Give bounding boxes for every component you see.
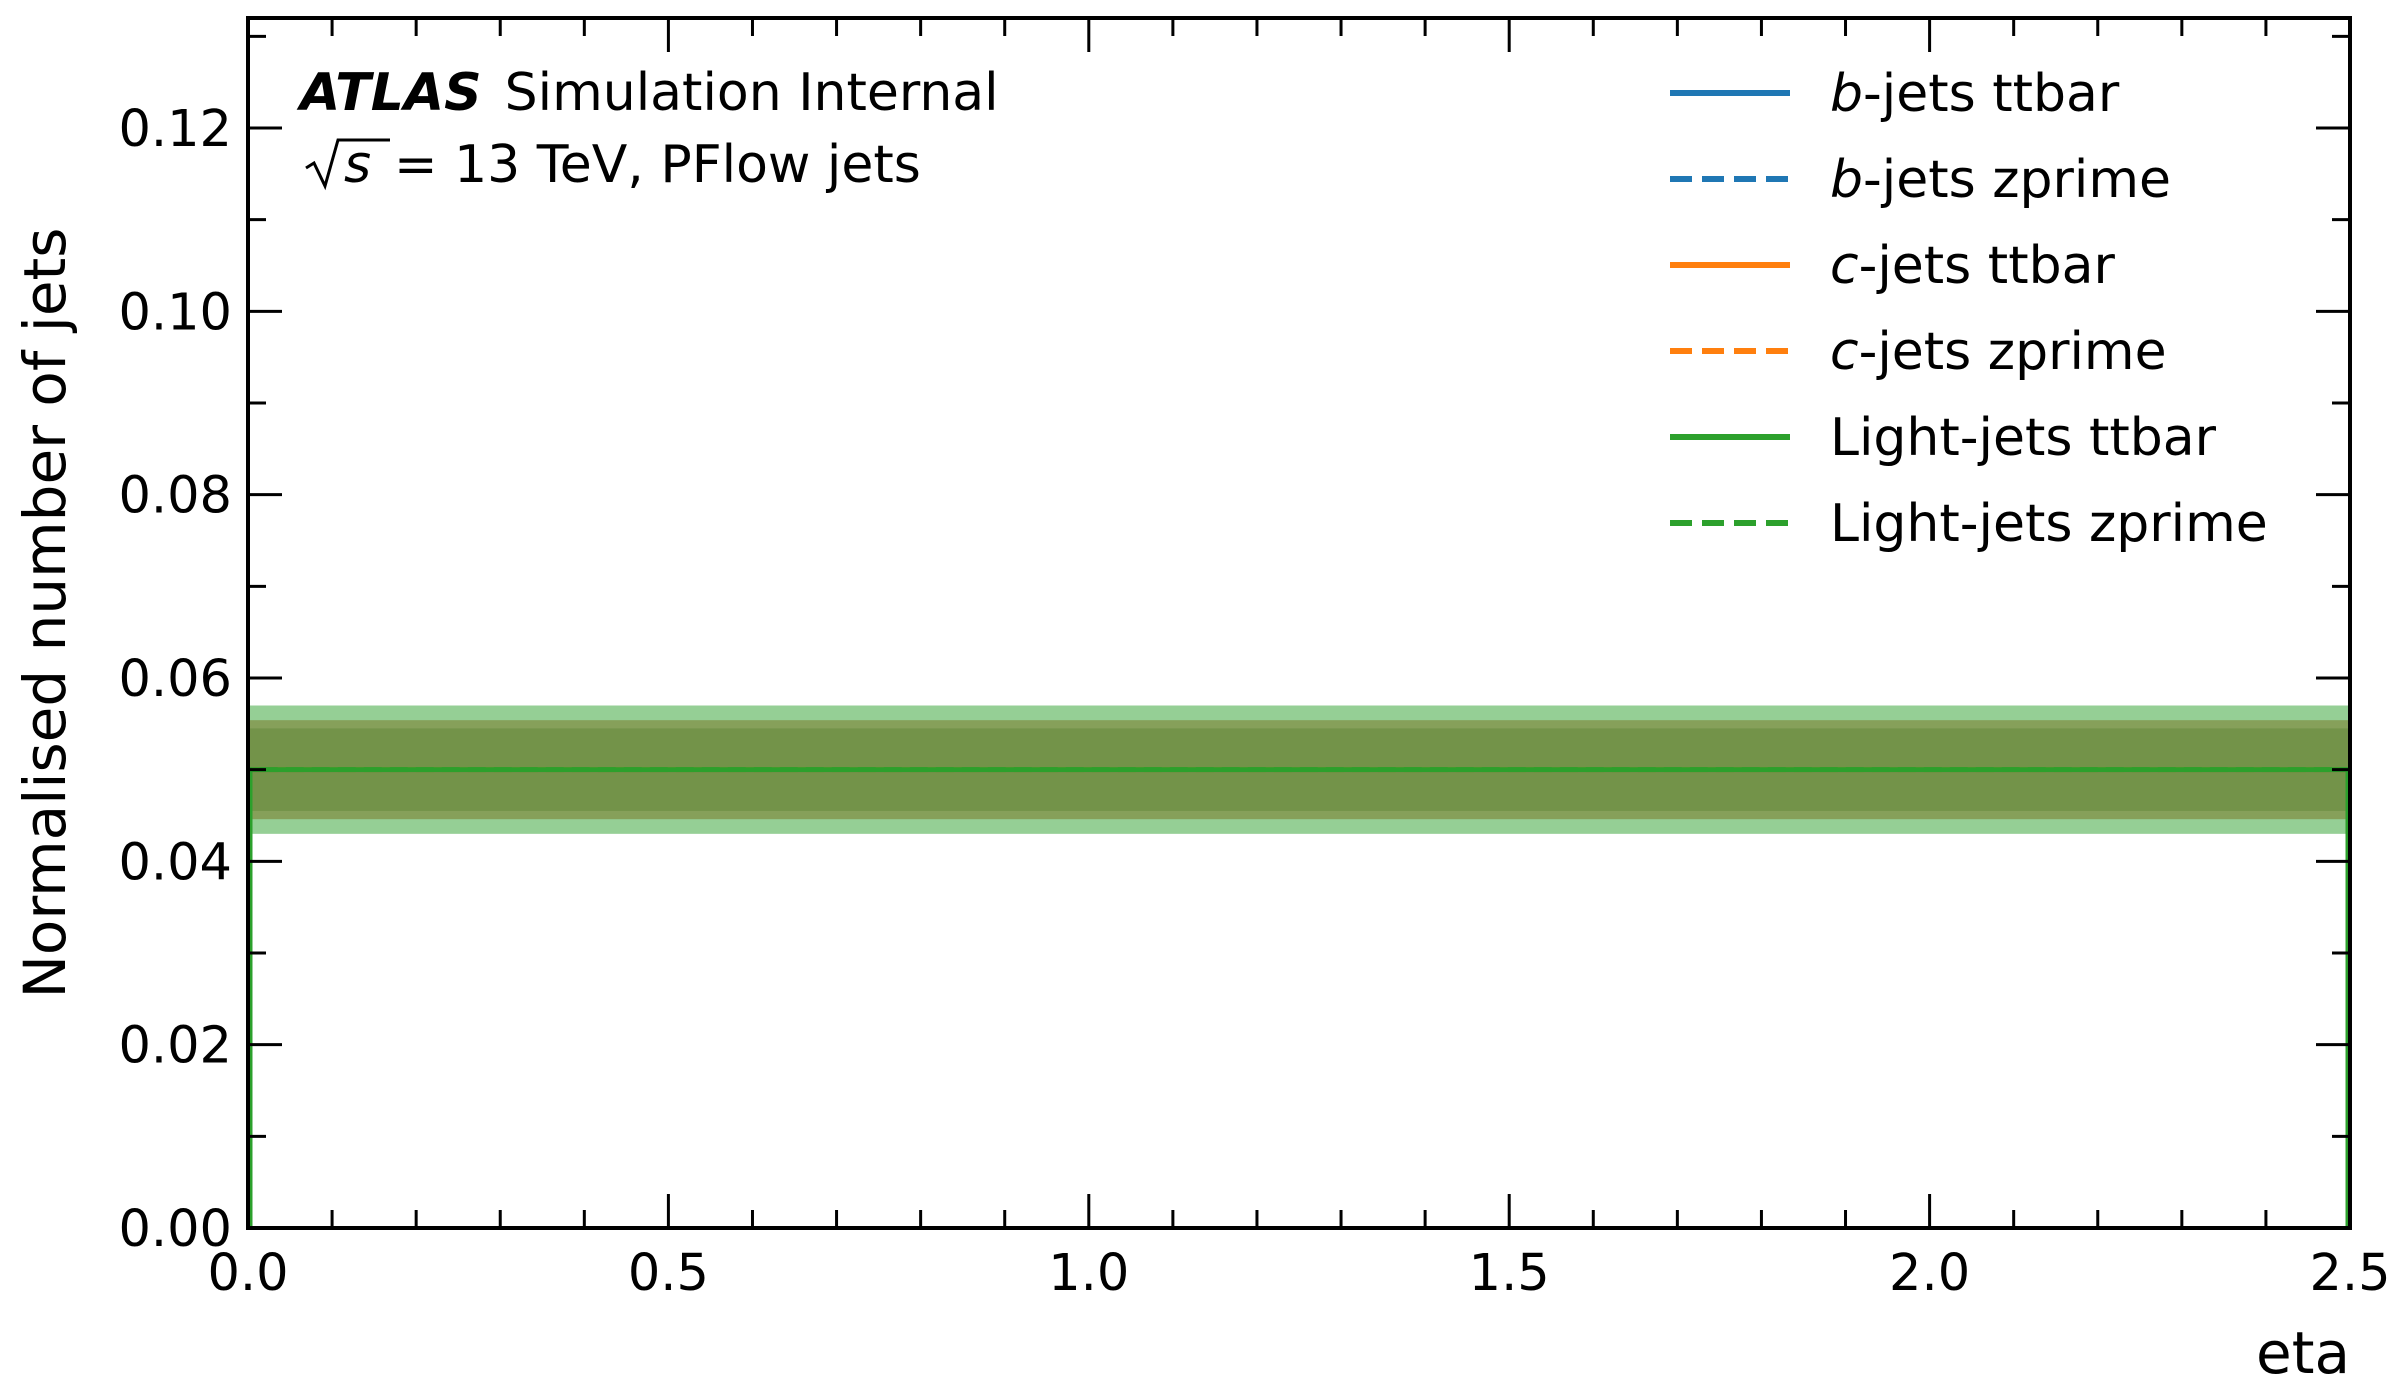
legend-label-text: -jets zprime — [1859, 322, 2167, 382]
series-line-0 — [247, 767, 2351, 1228]
legend-label-5: Light-jets zprime — [1830, 494, 2268, 554]
y-tick-label: 0.12 — [118, 100, 232, 159]
plot-frame — [246, 16, 2352, 1230]
legend-label-3: c-jets zprime — [1830, 322, 2167, 382]
atlas-status: Simulation Internal — [505, 63, 999, 123]
y-tick-label: 0.00 — [118, 1200, 232, 1259]
legend-label-1: b-jets zprime — [1830, 150, 2171, 210]
legend-label-2: c-jets ttbar — [1830, 236, 2115, 296]
x-tick-label: 2.0 — [1889, 1244, 1970, 1303]
series-line-4 — [247, 767, 2351, 1228]
x-tick-label: 0.0 — [207, 1244, 288, 1303]
atlas-energy: s = 13 TeV, PFlow jets — [305, 135, 921, 195]
y-tick-label: 0.02 — [118, 1017, 232, 1076]
y-tick-label: 0.04 — [118, 833, 232, 892]
y-axis-label: Normalised number of jets — [11, 227, 79, 998]
series-line-5 — [247, 767, 2351, 1228]
legend-label-0: b-jets ttbar — [1830, 64, 2120, 124]
sqrt-s: s — [344, 135, 371, 195]
series-line-3 — [247, 767, 2351, 1228]
legend-label-text: -jets ttbar — [1863, 64, 2120, 124]
x-tick-label: 2.5 — [2309, 1244, 2390, 1303]
x-tick-labels: 0.0 0.5 1.0 1.5 2.0 2.5 — [207, 1244, 2390, 1303]
series-line-1 — [247, 767, 2351, 1228]
y-tick-label: 0.06 — [118, 650, 232, 709]
energy-text: = 13 TeV, PFlow jets — [394, 135, 921, 195]
series-line-2 — [247, 767, 2351, 1228]
atlas-title: ATLAS Simulation Internal — [296, 63, 999, 123]
atlas-label: ATLAS Simulation Internal s = 13 TeV, PF… — [296, 63, 999, 195]
x-axis-label: eta — [2256, 1319, 2350, 1387]
series-lines — [247, 767, 2351, 1228]
x-tick-label: 0.5 — [628, 1244, 709, 1303]
legend-label-text: Light-jets zprime — [1830, 494, 2268, 554]
atlas-experiment: ATLAS — [296, 63, 482, 123]
legend-label-italic: b — [1830, 150, 1863, 210]
x-tick-label: 1.0 — [1048, 1244, 1129, 1303]
legend-label-text: -jets zprime — [1863, 150, 2171, 210]
legend-label-italic: c — [1830, 236, 1859, 296]
x-tick-label: 1.5 — [1469, 1244, 1550, 1303]
legend-label-text: -jets ttbar — [1859, 236, 2116, 296]
legend-label-text: Light-jets ttbar — [1830, 408, 2217, 468]
y-tick-labels: 0.00 0.02 0.04 0.06 0.08 0.10 0.12 — [118, 100, 232, 1259]
y-tick-label: 0.08 — [118, 467, 232, 526]
legend-label-italic: c — [1830, 322, 1859, 382]
y-tick-label: 0.10 — [118, 283, 232, 342]
sqrt-symbol — [305, 138, 390, 191]
legend-label-italic: b — [1830, 64, 1863, 124]
legend-label-4: Light-jets ttbar — [1830, 408, 2217, 468]
